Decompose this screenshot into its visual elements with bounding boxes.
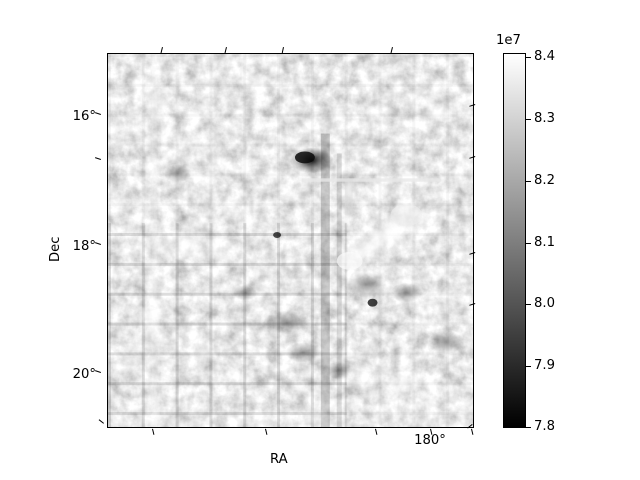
sky-map-axes[interactable]: [107, 53, 474, 428]
colorbar-tick-7.8: [526, 427, 531, 429]
colorbar-tick-8.4: [526, 57, 531, 59]
colorbar-tick-8.3: [526, 119, 531, 121]
xtick-bottom-3: [375, 428, 378, 435]
colorbar-ticklabel-7.8: 7.8: [534, 419, 555, 434]
ytick-label-16: 16°: [72, 109, 96, 124]
colorbar-tick-8.1: [526, 243, 531, 245]
colorbar-offset-text: 1e7: [496, 33, 521, 48]
colorbar-tick-8.2: [526, 181, 531, 183]
ytick-label-18: 18°: [72, 239, 96, 254]
colorbar-ticklabel-8.4: 8.4: [534, 49, 555, 64]
colorbar-ticklabel-8.3: 8.3: [534, 111, 555, 126]
ytick-minor-17: [94, 157, 101, 161]
colorbar-ticklabel-8.2: 8.2: [534, 173, 555, 188]
colorbar-ticklabel-8.0: 8.0: [534, 296, 555, 311]
xtick-bottom-2: [265, 428, 268, 435]
sky-map-image: [108, 54, 473, 427]
ytick-label-20: 20°: [72, 367, 96, 382]
xtick-bottom-1: [152, 428, 155, 435]
colorbar-ticklabel-7.9: 7.9: [534, 358, 555, 373]
colorbar-ticklabel-8.1: 8.1: [534, 235, 555, 250]
xtick-label-180: 180°: [414, 433, 446, 448]
x-axis-label: RA: [270, 452, 288, 467]
colorbar-tick-7.9: [526, 366, 531, 368]
colorbar-tick-8.0: [526, 304, 531, 306]
colorbar[interactable]: [503, 53, 526, 428]
xtick-bottom-5: [471, 428, 474, 435]
ytick-minor-bottom: [98, 419, 104, 424]
y-axis-label: Dec: [48, 236, 63, 262]
